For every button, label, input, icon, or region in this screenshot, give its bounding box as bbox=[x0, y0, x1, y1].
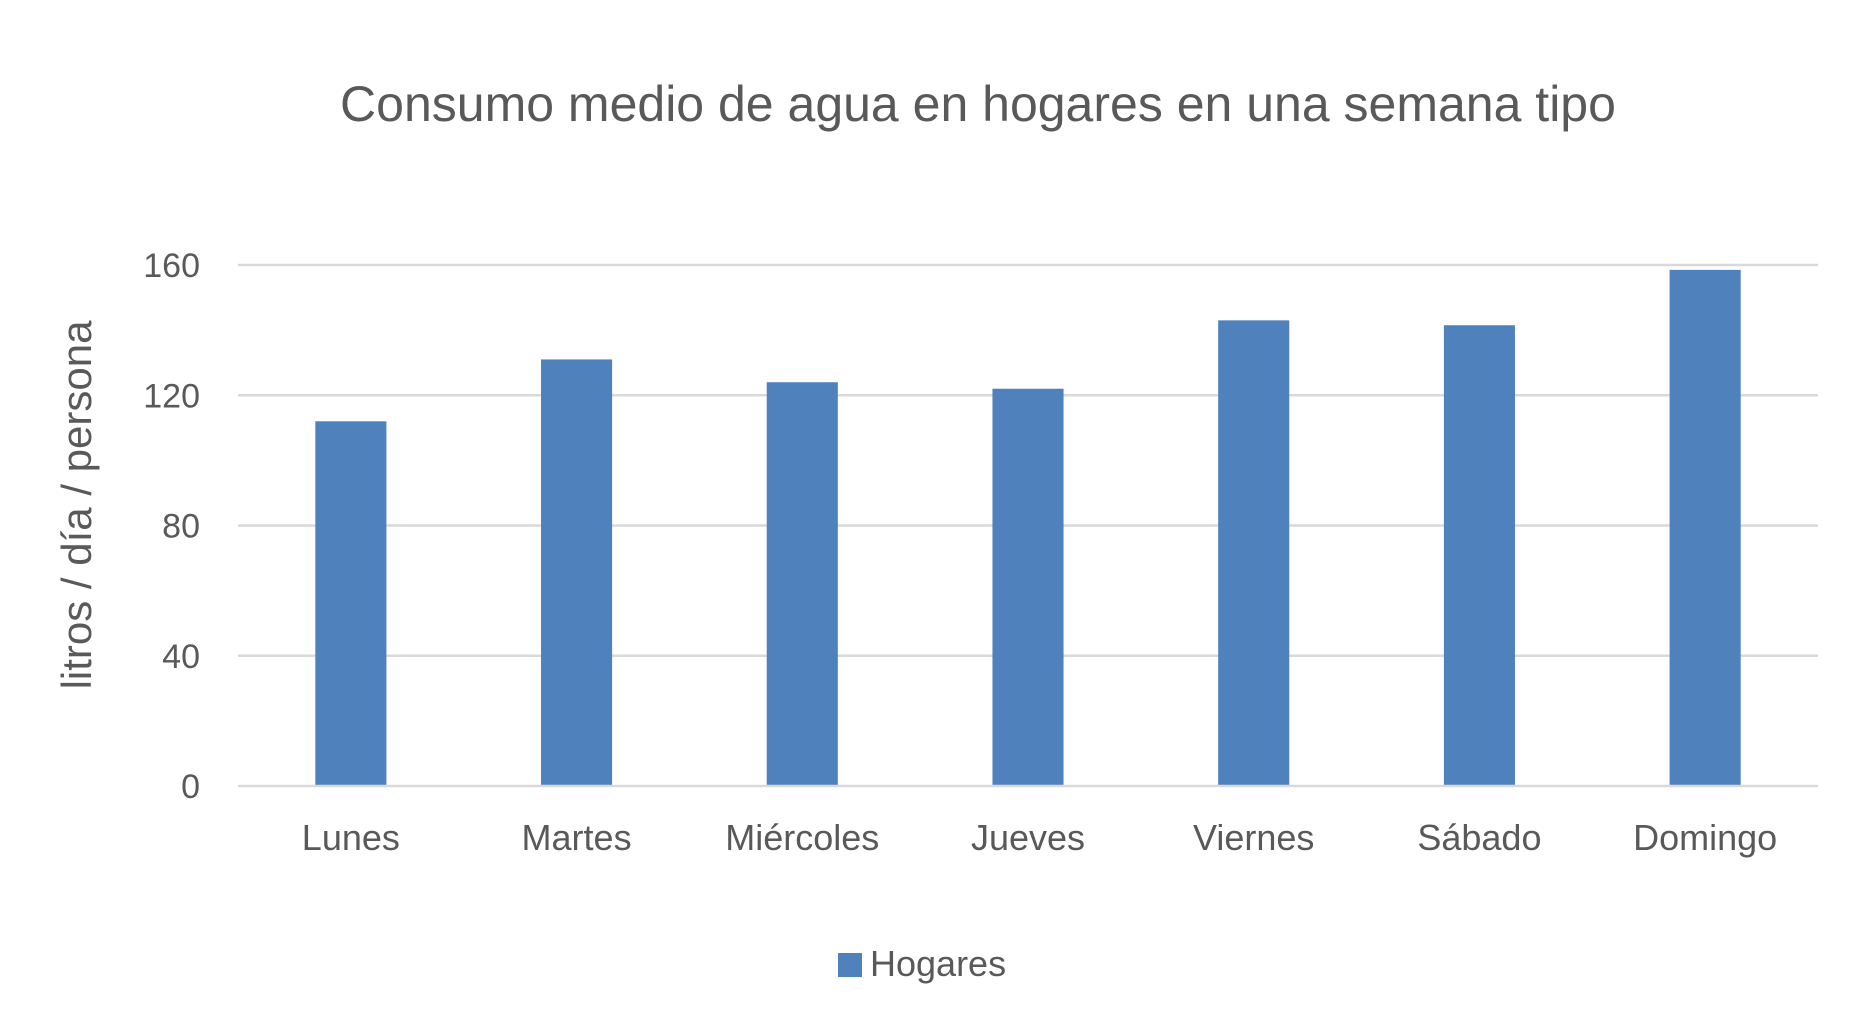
bar bbox=[1218, 320, 1290, 786]
y-tick-label: 160 bbox=[143, 247, 200, 285]
y-axis-ticks: 0 40 80 120 160 bbox=[143, 247, 200, 806]
y-tick-label: 40 bbox=[162, 638, 200, 676]
legend-label: Hogares bbox=[870, 943, 1006, 984]
bar bbox=[315, 421, 387, 786]
x-tick-label: Martes bbox=[522, 817, 632, 858]
legend: Hogares bbox=[838, 943, 1006, 984]
chart-title: Consumo medio de agua en hogares en una … bbox=[340, 76, 1616, 132]
x-tick-label: Jueves bbox=[971, 817, 1085, 858]
x-axis-categories: Lunes Martes Miércoles Jueves Viernes Sábado D… bbox=[302, 817, 1777, 858]
bar bbox=[1443, 325, 1515, 786]
bar bbox=[992, 388, 1064, 786]
x-tick-label: Viernes bbox=[1193, 817, 1314, 858]
legend-swatch bbox=[838, 953, 862, 977]
y-axis-label: litros / día / persona bbox=[53, 320, 100, 689]
x-tick-label: Sábado bbox=[1417, 817, 1541, 858]
bars bbox=[315, 269, 1741, 786]
y-tick-label: 120 bbox=[143, 377, 200, 415]
bar bbox=[766, 382, 838, 786]
bar bbox=[1669, 269, 1741, 786]
x-tick-label: Miércoles bbox=[725, 817, 879, 858]
x-tick-label: Domingo bbox=[1633, 817, 1777, 858]
x-tick-label: Lunes bbox=[302, 817, 400, 858]
bar bbox=[541, 359, 613, 786]
y-tick-label: 80 bbox=[162, 508, 200, 546]
y-tick-label: 0 bbox=[181, 768, 200, 806]
